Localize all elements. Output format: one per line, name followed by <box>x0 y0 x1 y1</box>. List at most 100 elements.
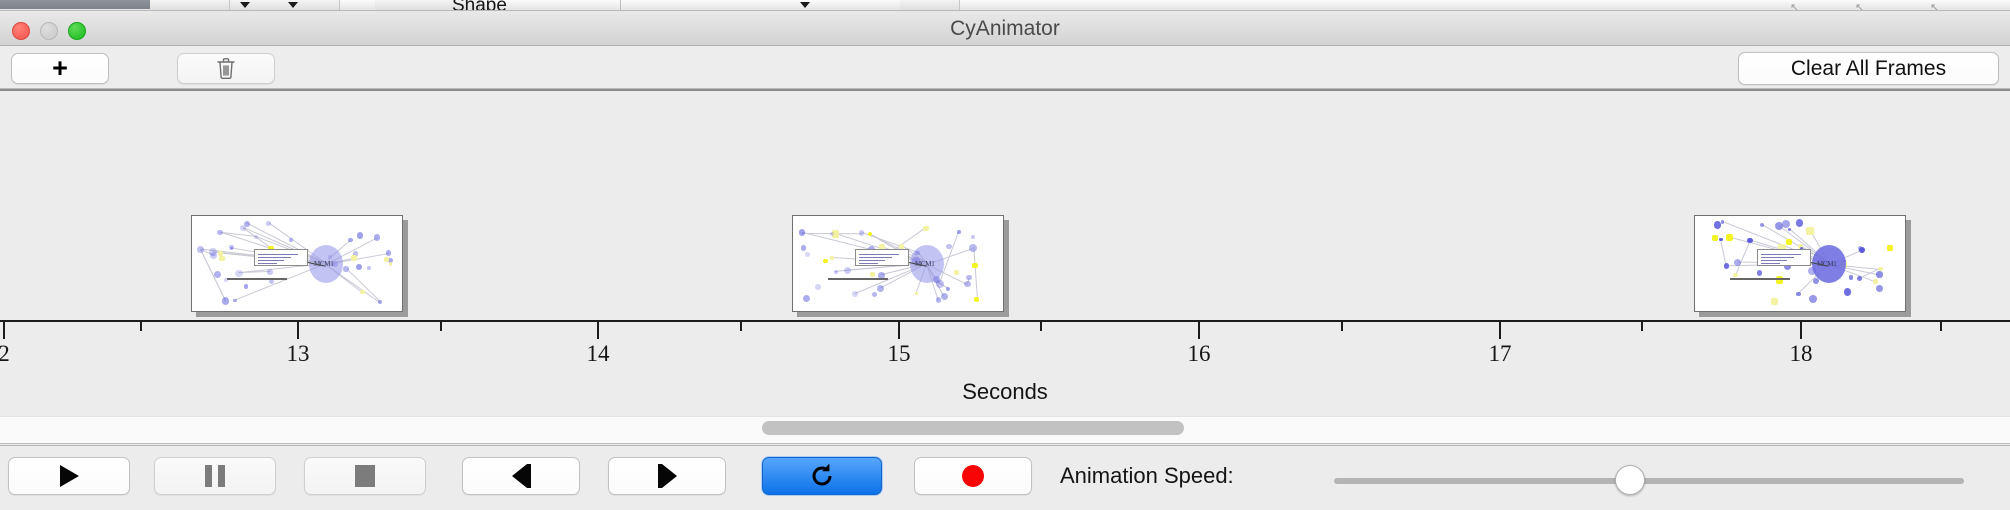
network-node <box>898 243 904 249</box>
network-node <box>946 287 951 292</box>
network-node <box>1876 271 1883 278</box>
network-node <box>1747 237 1753 244</box>
stop-button[interactable] <box>304 457 426 495</box>
network-node <box>1719 237 1723 242</box>
record-button[interactable] <box>914 457 1032 495</box>
loop-icon <box>812 463 832 486</box>
annotation-text-line <box>859 263 878 264</box>
annotation-box <box>855 249 909 266</box>
axis-major-tick <box>1800 322 1802 339</box>
network-node <box>1713 221 1721 229</box>
network-node <box>969 244 977 252</box>
timeline-frame[interactable]: MCM1 <box>792 215 1009 317</box>
axis-major-tick <box>1499 322 1501 339</box>
background-caret-icon <box>240 2 250 8</box>
network-node <box>829 255 835 261</box>
network-node <box>289 238 293 242</box>
title-bar[interactable]: CyAnimator <box>0 11 2010 46</box>
network-node <box>1771 298 1779 306</box>
annotation-text-line <box>1761 254 1801 255</box>
skip-end-button[interactable] <box>608 457 726 495</box>
network-node <box>1781 219 1790 228</box>
network-node <box>877 284 885 292</box>
thumbnail-shadow <box>1906 220 1911 317</box>
axis-tick-label: 13 <box>286 341 310 366</box>
close-button[interactable] <box>12 22 30 40</box>
annotation-text-line <box>1761 257 1794 258</box>
axis-major-tick <box>898 322 900 339</box>
background-chip <box>230 0 340 10</box>
axis-minor-tick <box>1940 322 1942 331</box>
network-edge <box>972 247 978 300</box>
window-title: CyAnimator <box>950 17 1060 40</box>
network-node <box>1887 245 1893 251</box>
background-toolbar-dark <box>0 0 150 9</box>
network-node <box>1878 266 1883 272</box>
network-node <box>1726 234 1733 241</box>
network-node <box>359 289 365 295</box>
network-node <box>210 252 218 259</box>
network-node <box>388 262 393 266</box>
zoom-button[interactable] <box>68 22 86 40</box>
skip-start-button[interactable] <box>462 457 580 495</box>
axis-minor-tick <box>1641 322 1643 331</box>
add-frame-button[interactable]: + <box>11 53 109 84</box>
network-node <box>964 280 971 288</box>
minimize-button[interactable] <box>40 22 58 40</box>
axis-minor-tick <box>140 322 142 331</box>
network-node <box>946 243 953 250</box>
animation-speed-slider-track[interactable] <box>1334 478 1964 484</box>
timeline-panel[interactable]: MCM1 MCM1 MCM1 <box>0 89 2010 322</box>
network-edge <box>238 271 270 274</box>
loop-button[interactable] <box>762 457 882 495</box>
network-node <box>957 229 962 235</box>
network-node <box>343 266 349 272</box>
timeline-scrollbar-thumb[interactable] <box>761 421 1184 435</box>
thumbnail-caption-line <box>227 278 287 280</box>
skip-start-icon <box>511 464 531 488</box>
network-node <box>1756 270 1763 276</box>
background-arrow-icon: ↖ <box>1930 2 1940 11</box>
network-node <box>833 269 838 274</box>
axis-tick-label: 18 <box>1789 341 1813 366</box>
timeline-frame[interactable]: MCM1 <box>191 215 408 317</box>
thumbnail-caption-line <box>828 278 888 280</box>
background-caret-icon <box>288 2 298 8</box>
pause-button[interactable] <box>154 457 276 495</box>
network-node <box>970 235 975 240</box>
network-node <box>936 279 944 288</box>
network-node <box>387 257 394 264</box>
skip-end-icon <box>657 464 677 488</box>
annotation-text-line <box>258 260 284 261</box>
network-node <box>217 250 224 257</box>
network-node <box>923 225 929 232</box>
network-node <box>936 297 942 303</box>
background-window-strip: Shape ↖ ↖ ↖ <box>0 0 2010 11</box>
timeline-frame[interactable]: MCM1 <box>1694 215 1911 317</box>
network-node <box>221 296 230 305</box>
network-node <box>383 256 389 262</box>
network-node <box>1812 277 1819 284</box>
play-button[interactable] <box>8 457 130 495</box>
network-node <box>229 244 235 250</box>
play-icon <box>59 465 79 487</box>
network-node <box>843 266 852 275</box>
annotation-text-line <box>859 260 885 261</box>
network-node <box>972 263 978 269</box>
animation-speed-slider-thumb[interactable] <box>1615 465 1646 495</box>
network-node <box>1796 291 1801 296</box>
network-node <box>1875 284 1883 292</box>
network-node <box>798 229 806 237</box>
network-node <box>229 246 234 251</box>
annotation-box <box>1757 249 1811 266</box>
network-node <box>1733 258 1742 267</box>
network-node <box>1795 219 1804 228</box>
network-node <box>973 296 980 302</box>
network-node <box>377 300 382 304</box>
clear-all-frames-button[interactable]: Clear All Frames <box>1738 52 1999 85</box>
thumbnail-shadow <box>1699 312 1911 317</box>
network-node <box>1721 220 1725 224</box>
delete-frame-button[interactable] <box>177 53 275 84</box>
network-node <box>829 231 834 236</box>
stop-icon <box>355 465 375 487</box>
